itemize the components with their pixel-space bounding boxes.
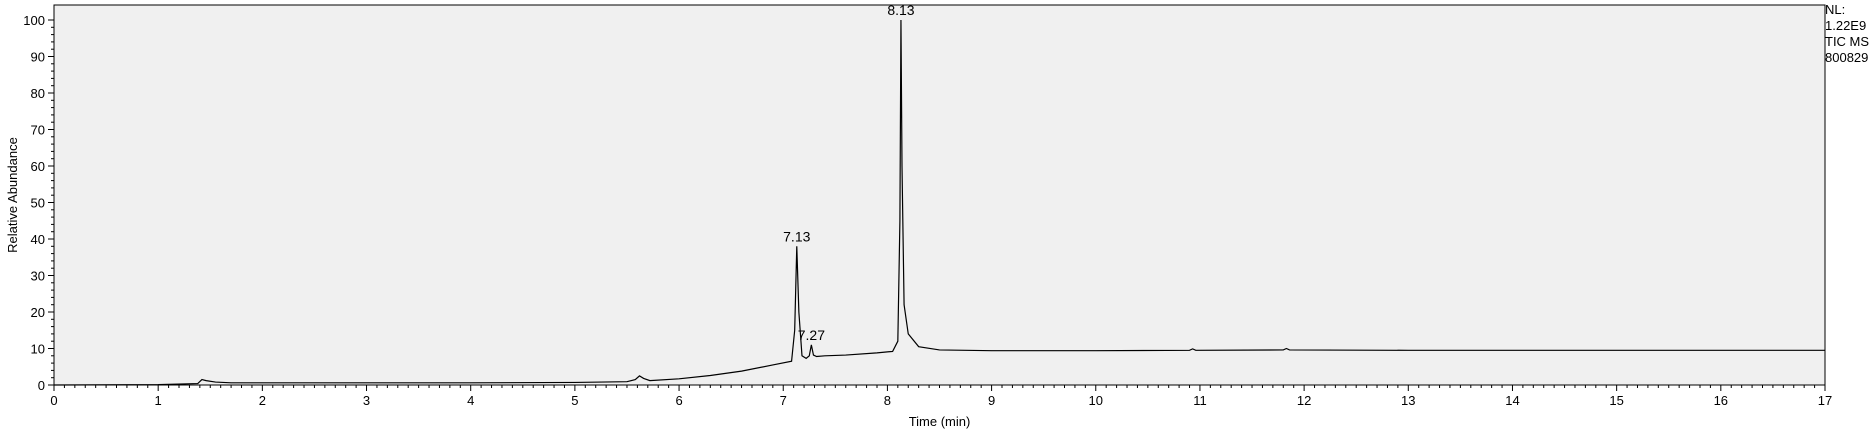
y-tick-label: 10 — [31, 342, 45, 357]
y-tick-label: 90 — [31, 50, 45, 65]
x-tick-label: 1 — [155, 393, 162, 408]
y-tick-label: 60 — [31, 159, 45, 174]
y-tick-label: 30 — [31, 269, 45, 284]
peak-label: 7.27 — [798, 327, 825, 343]
x-tick-label: 10 — [1089, 393, 1103, 408]
x-tick-label: 7 — [780, 393, 787, 408]
y-axis-title: Relative Abundance — [5, 137, 20, 253]
x-axis-title: Time (min) — [909, 414, 971, 429]
y-tick-label: 50 — [31, 196, 45, 211]
x-axis: 0 1 2 3 4 5 6 7 8 9 10 11 12 13 14 15 16 17 — [50, 385, 1832, 408]
x-tick-label: 5 — [571, 393, 578, 408]
x-tick-label: 3 — [363, 393, 370, 408]
y-tick-label: 40 — [31, 232, 45, 247]
x-tick-label: 14 — [1505, 393, 1519, 408]
x-tick-label: 8 — [884, 393, 891, 408]
x-tick-label: 17 — [1818, 393, 1832, 408]
nl-label: NL: — [1825, 2, 1846, 17]
x-tick-label: 6 — [675, 393, 682, 408]
y-tick-label: 80 — [31, 86, 45, 101]
peak-annotations: 7.13 7.27 8.13 — [783, 2, 915, 343]
sample-id: 800829 — [1825, 50, 1869, 65]
x-tick-label: 15 — [1609, 393, 1623, 408]
plot-area — [53, 4, 1826, 386]
x-tick-label: 11 — [1193, 393, 1207, 408]
peak-label: 7.13 — [783, 228, 810, 244]
x-tick-label: 0 — [50, 393, 57, 408]
minor-ticks — [51, 26, 1816, 388]
x-tick-label: 16 — [1714, 393, 1728, 408]
scan-info: NL: 1.22E9 TIC MS 800829 — [1825, 2, 1869, 66]
x-tick-label: 12 — [1297, 393, 1311, 408]
x-tick-label: 13 — [1401, 393, 1415, 408]
x-tick-label: 9 — [988, 393, 995, 408]
y-tick-label: 100 — [23, 13, 45, 28]
x-tick-label: 4 — [467, 393, 474, 408]
tic-trace-line — [53, 19, 1825, 386]
nl-value: 1.22E9 — [1825, 18, 1867, 33]
y-axis: 0 10 20 30 40 50 60 70 80 90 100 — [23, 13, 54, 393]
trace-label: TIC MS — [1825, 34, 1870, 49]
y-tick-label: 70 — [31, 123, 45, 138]
y-tick-label: 20 — [31, 305, 45, 320]
y-tick-label: 0 — [38, 378, 45, 393]
x-tick-label: 2 — [259, 393, 266, 408]
peak-label: 8.13 — [887, 2, 914, 18]
